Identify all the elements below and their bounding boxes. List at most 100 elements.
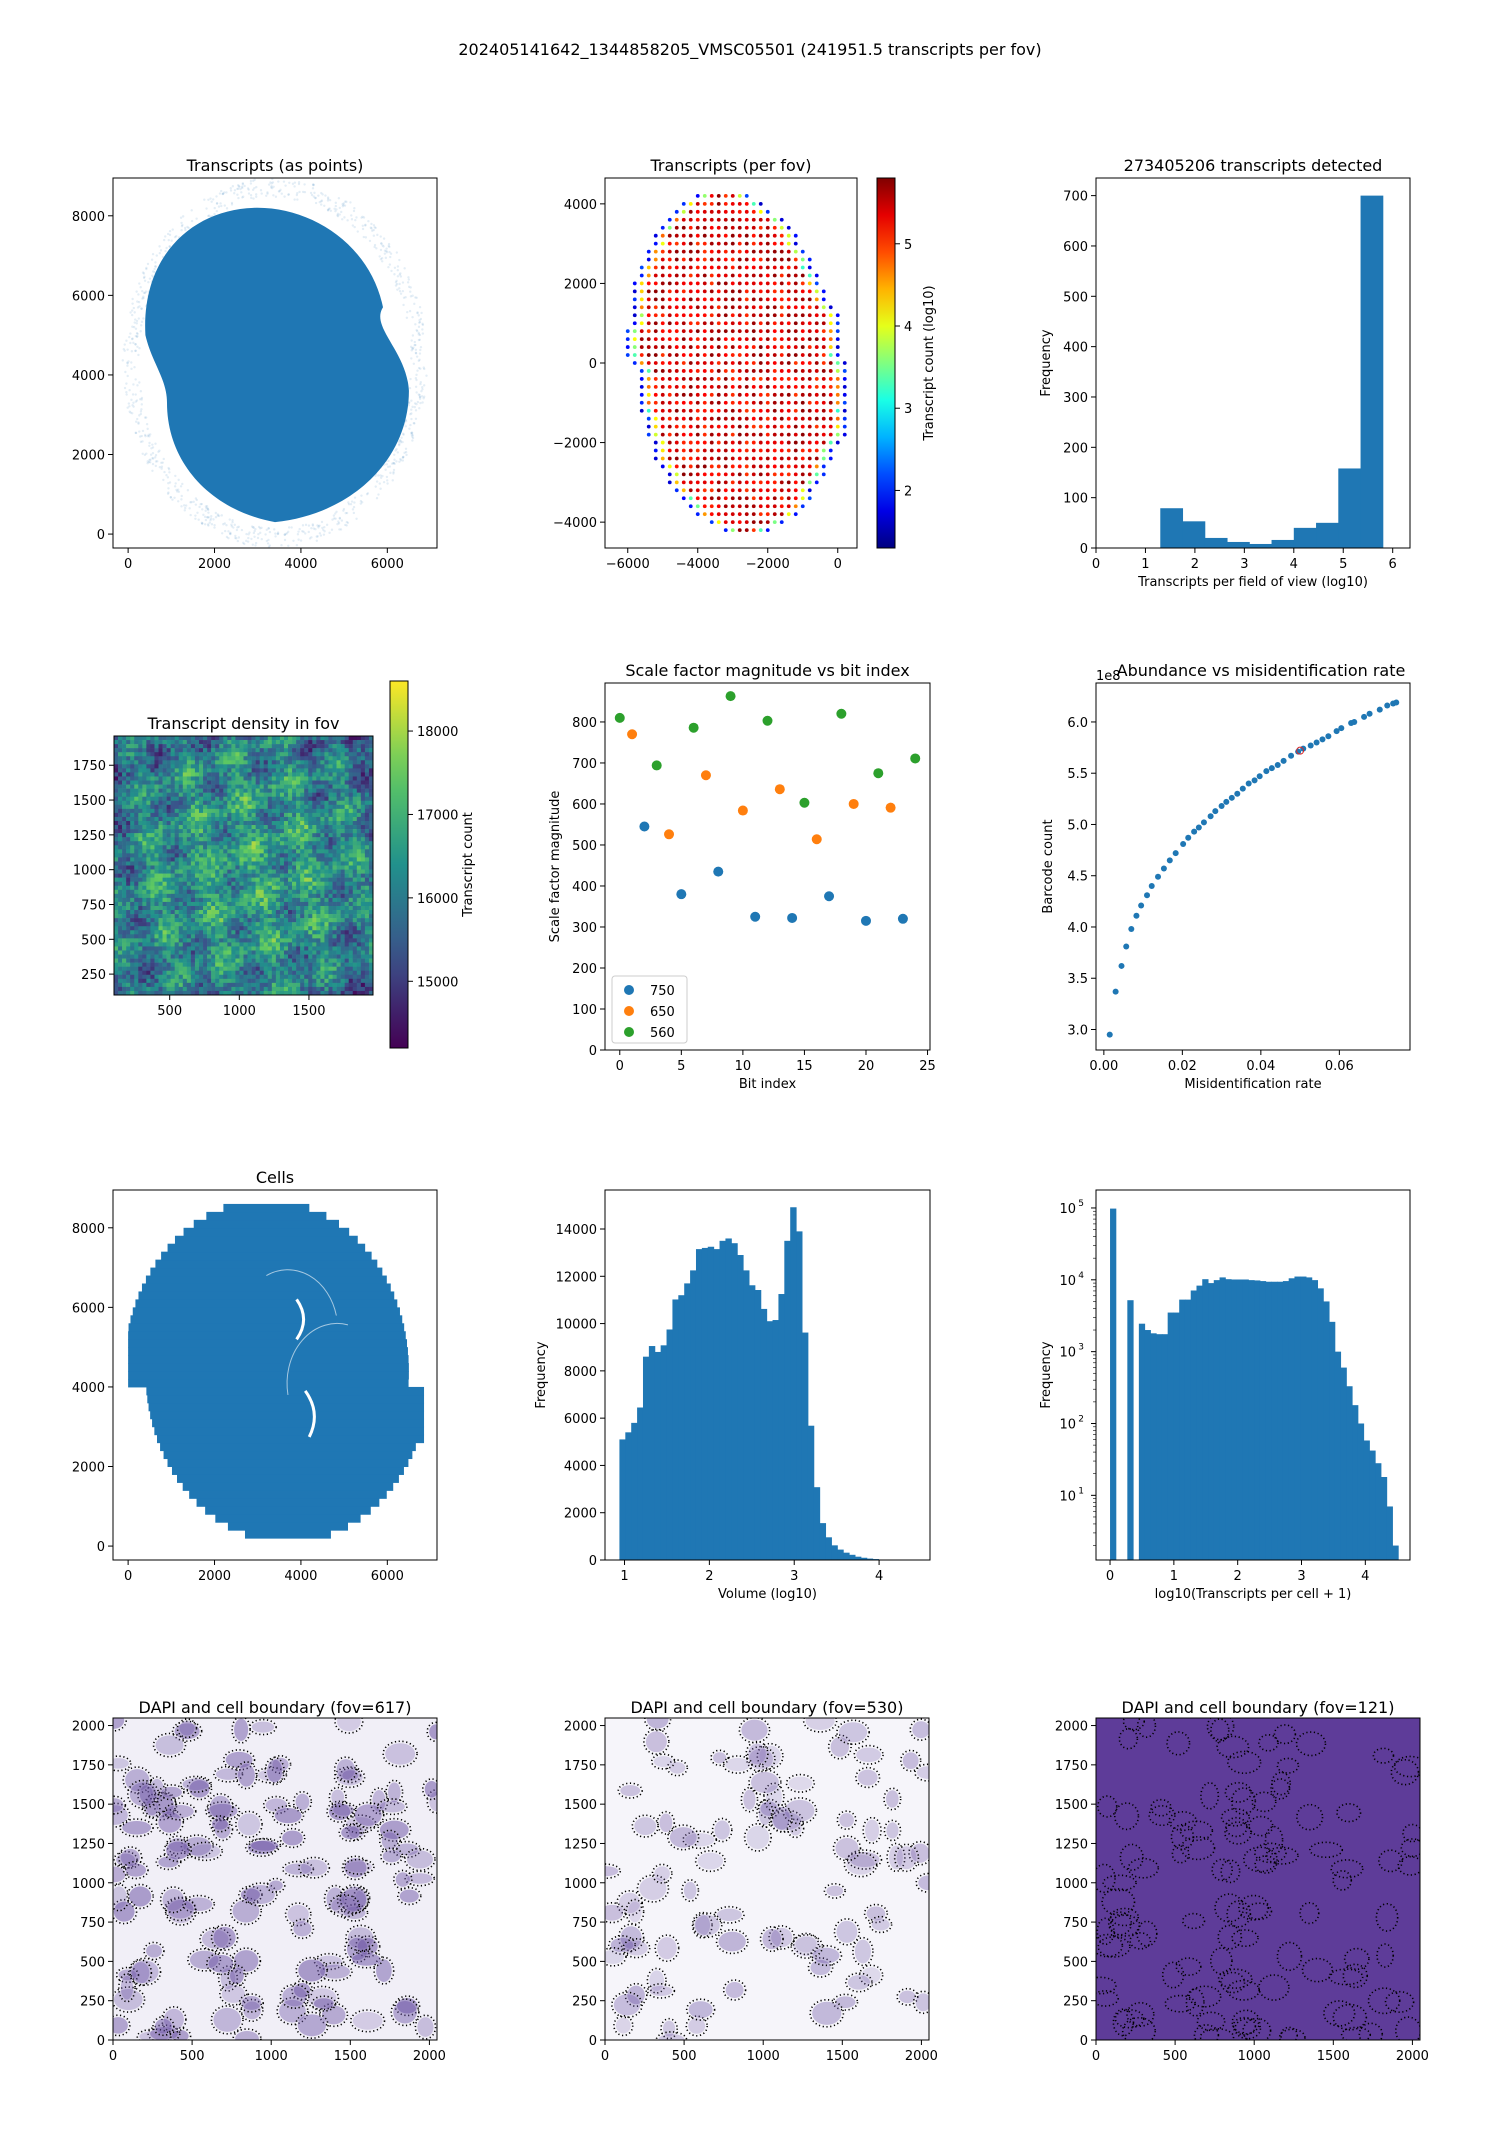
halo-point xyxy=(418,358,421,362)
heatmap-cell xyxy=(134,978,139,984)
heatmap-cell xyxy=(227,954,232,959)
heatmap-cell xyxy=(130,934,135,939)
heatmap-cell xyxy=(150,788,155,793)
fov-point xyxy=(751,520,756,525)
fov-point xyxy=(730,201,735,206)
heatmap-cell xyxy=(114,914,119,919)
fov-point xyxy=(772,448,777,453)
heatmap-cell xyxy=(162,736,167,741)
halo-point xyxy=(231,185,235,188)
heatmap-cell xyxy=(170,752,176,757)
halo-point xyxy=(301,524,305,527)
heatmap-cell xyxy=(251,958,256,963)
heatmap-cell xyxy=(158,857,163,862)
fov-point xyxy=(744,528,749,532)
heatmap-cell xyxy=(243,938,248,943)
heatmap-cell xyxy=(243,974,248,980)
heatmap-cell xyxy=(255,978,260,984)
fov-point xyxy=(639,329,644,334)
axes-frame xyxy=(112,177,438,549)
heatmap-cell xyxy=(194,861,200,866)
heatmap-cell xyxy=(198,930,204,935)
fov-point xyxy=(786,329,791,334)
heatmap-cell xyxy=(243,804,248,810)
heatmap-cell xyxy=(170,974,176,980)
heatmap-cell xyxy=(211,901,216,907)
heatmap-cell xyxy=(207,837,212,842)
heatmap-cell xyxy=(243,849,248,854)
heatmap-cell xyxy=(251,833,256,838)
halo-point xyxy=(422,397,425,400)
halo-point xyxy=(375,497,379,500)
heatmap-cell xyxy=(292,816,297,822)
heatmap-cell xyxy=(219,788,224,793)
heatmap-cell xyxy=(162,788,167,793)
heatmap-cell xyxy=(118,982,123,988)
halo-point xyxy=(247,536,250,540)
heatmap-cell xyxy=(166,764,171,769)
fov-point xyxy=(723,377,728,381)
fov-point xyxy=(695,424,700,429)
heatmap-cell xyxy=(255,897,260,903)
heatmap-cell xyxy=(215,760,220,765)
panel-transcripts-per-fov: Transcripts (per fov)−6000 −4000 −2000 0−40… xyxy=(553,156,937,572)
fov-point xyxy=(737,194,742,198)
heatmap-cell xyxy=(251,861,256,866)
heatmap-cell xyxy=(223,914,228,919)
halo-point xyxy=(180,228,183,232)
halo-point xyxy=(283,533,286,536)
heatmap-cell xyxy=(190,853,196,858)
fov-point xyxy=(667,281,672,286)
fov-point xyxy=(765,249,770,254)
heatmap-cell xyxy=(122,950,127,955)
heatmap-cell xyxy=(247,825,252,830)
heatmap-cell xyxy=(182,825,188,830)
fov-point xyxy=(660,384,665,389)
fov-point xyxy=(716,194,721,198)
halo-point xyxy=(222,523,225,526)
heatmap-cell xyxy=(122,816,127,822)
halo-point xyxy=(356,230,359,233)
heatmap-cell xyxy=(215,910,220,915)
fov-point xyxy=(793,297,798,302)
heatmap-cell xyxy=(239,744,244,749)
halo-point xyxy=(131,297,134,301)
fov-point xyxy=(695,321,700,326)
heatmap-cell xyxy=(255,970,260,976)
heatmap-cell xyxy=(198,910,204,915)
heatmap-cell xyxy=(223,885,228,891)
heatmap-cell xyxy=(292,958,297,963)
halo-point xyxy=(265,528,269,531)
fov-point xyxy=(765,464,770,469)
halo-point xyxy=(136,306,140,309)
heatmap-cell xyxy=(219,857,224,862)
heatmap-cell xyxy=(243,796,248,802)
heatmap-cell xyxy=(178,901,184,907)
heatmap-cell xyxy=(130,966,135,972)
heatmap-cell xyxy=(114,845,119,850)
heatmap-cell xyxy=(162,962,167,967)
fov-point xyxy=(779,257,784,262)
heatmap-cell xyxy=(251,990,256,996)
heatmap-cell xyxy=(292,857,297,862)
heatmap-cell xyxy=(296,760,301,765)
heatmap-cell xyxy=(194,869,200,874)
heatmap-cell xyxy=(114,865,119,870)
fov-point xyxy=(744,361,749,365)
halo-point xyxy=(375,247,378,250)
fov-point xyxy=(807,345,812,349)
heatmap-cell xyxy=(239,889,244,895)
heatmap-cell xyxy=(150,752,155,757)
heatmap-cell xyxy=(190,752,196,757)
heatmap-cell xyxy=(198,877,204,882)
heatmap-cell xyxy=(219,784,224,789)
halo-point xyxy=(132,325,136,329)
halo-point xyxy=(189,501,192,504)
fov-point xyxy=(723,273,728,278)
fov-point xyxy=(758,353,763,357)
halo-point xyxy=(386,479,389,482)
heatmap-cell xyxy=(288,752,293,757)
heatmap-cell xyxy=(263,841,269,846)
fov-point xyxy=(709,392,714,397)
heatmap-cell xyxy=(150,982,155,988)
